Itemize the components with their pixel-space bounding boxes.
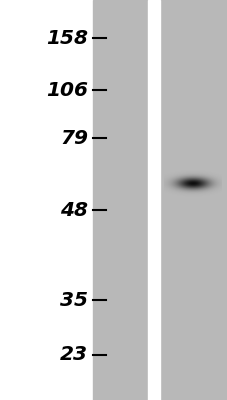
Text: 158: 158: [46, 28, 88, 48]
Bar: [159, 0, 227, 400]
Text: 35: 35: [60, 290, 88, 310]
Text: 106: 106: [46, 80, 88, 100]
Text: 79: 79: [60, 128, 88, 148]
Bar: [147, 0, 159, 400]
Bar: [93, 0, 147, 400]
Text: 23: 23: [60, 346, 88, 364]
Text: 48: 48: [60, 200, 88, 220]
